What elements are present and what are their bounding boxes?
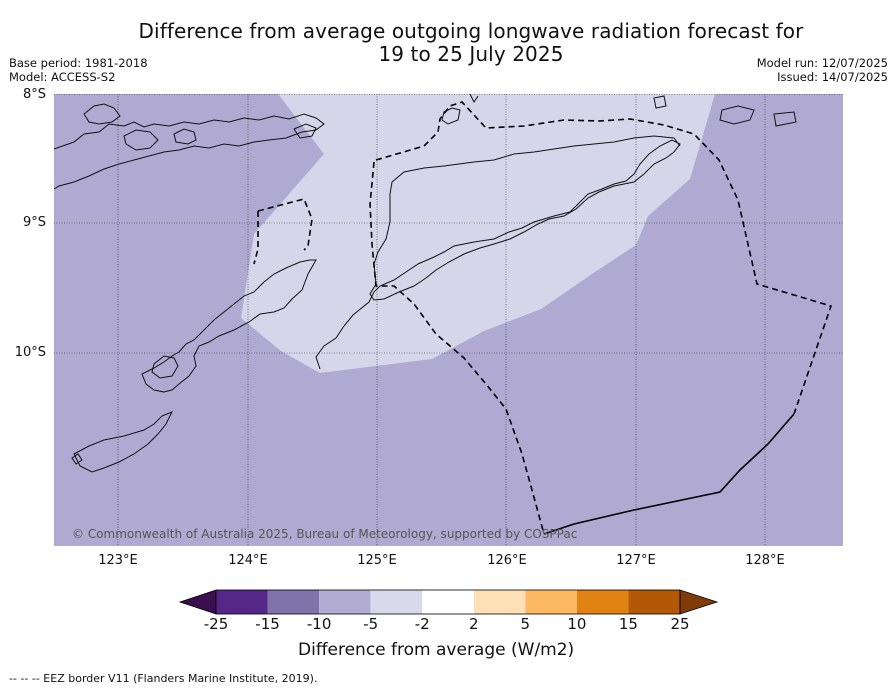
colorbar-tick-label: 15 (618, 615, 638, 633)
lat-label-8s: 8°S (22, 87, 46, 102)
eez-central (369, 161, 545, 535)
colorbar-arrow-high (679, 589, 719, 615)
colorbar-tick-label: 2 (468, 615, 479, 633)
lon-label-128e: 128°E (745, 553, 785, 568)
flores-coast (54, 113, 325, 190)
colorbar-tick-label: -15 (255, 615, 280, 633)
issued-text: Issued: 14/07/2025 (777, 70, 888, 84)
chart-title: Difference from average outgoing longwav… (0, 20, 896, 66)
eez-north (375, 101, 833, 415)
colorbar-swatch (525, 590, 577, 614)
island-1 (83, 103, 121, 125)
northeast-island-2 (719, 105, 755, 125)
colorbar-tick-label: 10 (567, 615, 587, 633)
model-run-text: Model run: 12/07/2025 (756, 56, 888, 70)
meta-right: Model run: 12/07/2025 Issued: 14/07/2025 (757, 56, 888, 84)
island-2 (123, 129, 159, 151)
map-plot: © Commonwealth of Australia 2025, Bureau… (54, 94, 843, 546)
colorbar-swatch (422, 590, 474, 614)
colorbar-tick-label: -5 (363, 615, 379, 633)
colorbar-swatch (576, 590, 629, 614)
rote-coast (141, 259, 317, 393)
colorbar-swatch (319, 590, 371, 614)
island-4 (293, 123, 317, 139)
eez-west-mid (253, 211, 259, 265)
colorbar-swatches (178, 589, 719, 615)
savu-coast (151, 355, 179, 379)
timor-coast (315, 135, 681, 370)
footnote: -- -- -- EEZ border V11 (Flanders Marine… (9, 672, 318, 685)
lon-label-123e: 123°E (98, 553, 138, 568)
colorbar-swatch (216, 590, 268, 614)
colorbar-swatch (473, 590, 526, 614)
eez-borders (253, 101, 833, 535)
base-period-text: Base period: 1981-2018 (9, 56, 148, 70)
copyright-text: © Commonwealth of Australia 2025, Bureau… (72, 527, 577, 541)
colorbar-tick-label: -10 (306, 615, 332, 633)
colorbar-swatch (370, 590, 423, 614)
north-notch (469, 94, 479, 103)
eez-solid-border (543, 413, 795, 535)
northeast-island-1 (653, 95, 667, 109)
colorbar-border (215, 589, 681, 615)
lon-label-125e: 125°E (357, 553, 397, 568)
title-line-2: 19 to 25 July 2025 (378, 42, 564, 66)
colorbar (178, 589, 719, 615)
colorbar-label: Difference from average (W/m2) (298, 640, 575, 660)
southwest-island (71, 453, 83, 465)
colorbar-tick-label: 5 (520, 615, 531, 633)
lat-label-10s: 10°S (14, 345, 46, 360)
colorbar-arrow-low (178, 589, 217, 615)
colorbar-swatch (628, 590, 680, 614)
sumba-coast (73, 411, 174, 473)
eez-west (257, 198, 313, 251)
lon-label-127e: 127°E (616, 553, 656, 568)
coastlines (54, 94, 797, 473)
model-text: Model: ACCESS-S2 (9, 70, 116, 84)
northeast-island-3 (773, 111, 797, 127)
colorbar-tick-label: 25 (670, 615, 690, 633)
lat-label-9s: 9°S (22, 215, 46, 230)
colorbar-swatch (267, 590, 320, 614)
colorbar-tick-label: -25 (203, 615, 229, 633)
colorbar-tick-label: -2 (414, 615, 430, 633)
island-3 (173, 128, 197, 145)
meta-left: Base period: 1981-2018 Model: ACCESS-S2 (9, 56, 148, 84)
anomaly-band-minus5-minus2 (241, 94, 715, 373)
atauro-coast (441, 107, 461, 125)
lon-label-124e: 124°E (228, 553, 268, 568)
lon-label-126e: 126°E (487, 553, 527, 568)
graticule (54, 94, 843, 546)
title-line-1: Difference from average outgoing longwav… (138, 19, 804, 43)
